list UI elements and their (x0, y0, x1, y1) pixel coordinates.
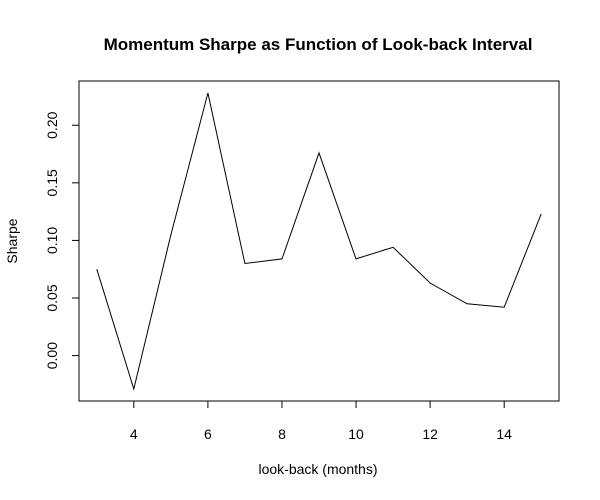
x-tick-label: 12 (422, 426, 438, 442)
series-line (96, 92, 542, 391)
y-tick-label: 0.20 (44, 111, 60, 138)
y-tick-label: 0.05 (44, 284, 60, 311)
y-axis-title: Sharpe (4, 218, 20, 263)
y-tick-label: 0.10 (44, 227, 60, 254)
y-axis: 0.00 0.05 0.10 0.15 0.20 (44, 111, 80, 369)
x-tick-label: 6 (204, 426, 212, 442)
x-tick-label: 8 (278, 426, 286, 442)
x-tick-label: 14 (496, 426, 512, 442)
y-tick-label: 0.00 (44, 342, 60, 369)
plot-box (78, 80, 560, 402)
x-tick-label: 10 (348, 426, 364, 442)
x-axis-title: look-back (months) (258, 461, 377, 477)
chart-title: Momentum Sharpe as Function of Look-back… (104, 35, 533, 54)
y-tick-label: 0.15 (44, 169, 60, 196)
x-axis: 4 6 8 10 12 14 (130, 400, 512, 442)
x-tick-label: 4 (130, 426, 138, 442)
